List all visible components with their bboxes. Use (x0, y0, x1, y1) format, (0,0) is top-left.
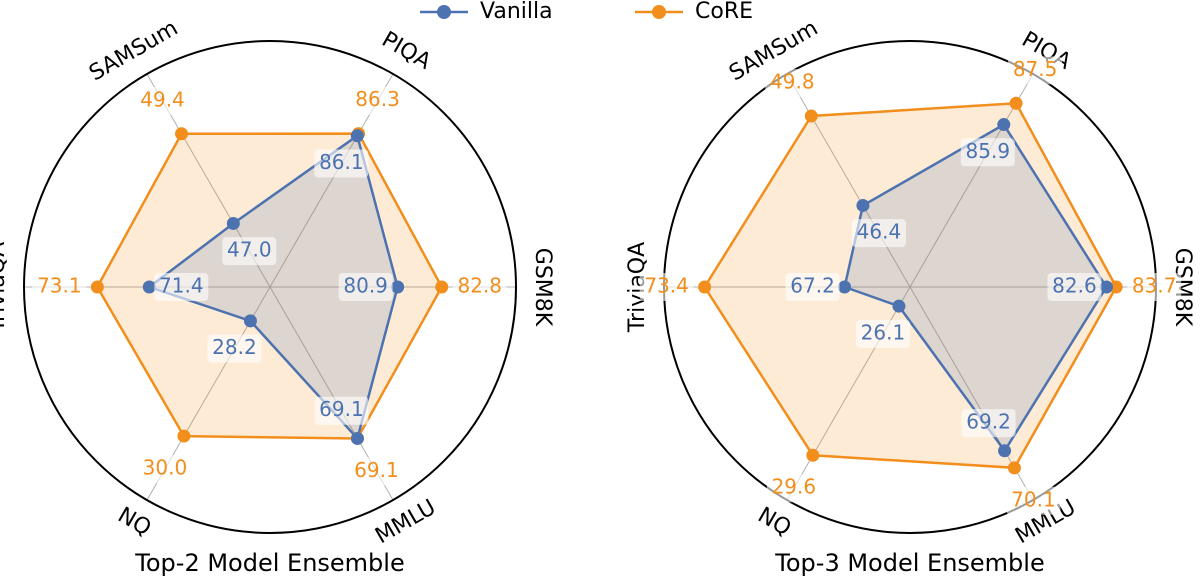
value-label: 29.6 (772, 475, 817, 499)
data-point (435, 280, 449, 294)
data-point (226, 216, 240, 230)
value-label: 85.9 (966, 139, 1011, 163)
label-box (350, 86, 405, 115)
data-point (856, 198, 870, 212)
value-label: 67.2 (790, 274, 835, 298)
value-label: 82.6 (1052, 274, 1097, 298)
label-box (1008, 56, 1063, 85)
data-point (1109, 280, 1123, 294)
label-box (785, 273, 840, 301)
label-box (137, 454, 192, 483)
value-label: 87.5 (1013, 57, 1058, 81)
value-label: 47.0 (227, 238, 272, 262)
label-box (222, 237, 277, 266)
data-point (1007, 461, 1021, 475)
data-point (1009, 96, 1023, 110)
label-box (639, 273, 694, 301)
label-box (32, 273, 87, 301)
value-label: 28.2 (212, 335, 257, 359)
label-box (961, 409, 1016, 438)
value-label: 49.8 (770, 70, 815, 94)
value-label: 82.8 (457, 274, 502, 298)
spoke (909, 73, 1034, 288)
legend-marker (652, 5, 666, 19)
label-box (1127, 273, 1182, 301)
value-label: 30.0 (143, 455, 188, 479)
data-point (1099, 280, 1113, 294)
chart-title: Top-2 Model Ensemble (134, 549, 404, 577)
value-label: 80.9 (343, 274, 388, 298)
value-label: 49.4 (140, 87, 185, 111)
data-point (838, 280, 852, 294)
data-point (998, 444, 1012, 458)
label-box (766, 474, 821, 503)
label-box (349, 457, 404, 486)
axis-label: TriviaQA (0, 242, 10, 333)
value-label: 69.2 (966, 410, 1011, 434)
label-box (765, 69, 820, 98)
data-point (90, 280, 104, 294)
label-box (1047, 273, 1102, 301)
label-box (960, 138, 1015, 167)
label-box (314, 149, 369, 178)
value-label: 86.1 (319, 150, 364, 174)
value-label: 46.4 (857, 220, 902, 244)
axis-label: SAMSum (85, 16, 182, 87)
outer-ring (23, 40, 517, 534)
label-box (452, 273, 507, 301)
chart-title: Top-3 Model Ensemble (774, 549, 1044, 577)
data-point (806, 448, 820, 462)
data-point (892, 299, 906, 313)
label-box (207, 334, 262, 363)
value-label: 71.4 (159, 274, 204, 298)
data-point (177, 429, 191, 443)
data-point (391, 280, 405, 294)
label-box (314, 396, 369, 425)
label-box (855, 319, 910, 348)
data-point (350, 431, 364, 445)
legend-label: Vanilla (480, 0, 553, 24)
data-point (175, 127, 189, 141)
value-label: 70.1 (1011, 487, 1056, 511)
value-label: 73.4 (644, 274, 689, 298)
label-box (338, 273, 393, 301)
label-box (154, 273, 209, 301)
value-label: 73.1 (37, 274, 82, 298)
axis-label: MMLU (371, 495, 440, 549)
legend-label: CoRE (695, 0, 753, 24)
label-box (135, 86, 190, 115)
axis-label: GSM8K (530, 248, 555, 327)
data-point (243, 314, 257, 328)
label-box (1006, 486, 1061, 515)
legend-marker (437, 5, 451, 19)
data-point (142, 280, 156, 294)
value-label: 83.7 (1132, 274, 1177, 298)
value-label: 69.1 (319, 397, 364, 421)
axis-label: PIQA (377, 27, 435, 75)
data-point (804, 109, 818, 123)
data-point (350, 129, 364, 143)
axis-label: NQ (753, 503, 795, 542)
label-box (851, 219, 906, 248)
value-label: 86.3 (355, 87, 400, 111)
value-label: 69.1 (354, 458, 399, 482)
spoke (786, 73, 911, 288)
axis-label: NQ (113, 503, 155, 542)
value-label: 26.1 (861, 320, 906, 344)
data-point (997, 118, 1011, 132)
data-point (698, 280, 712, 294)
